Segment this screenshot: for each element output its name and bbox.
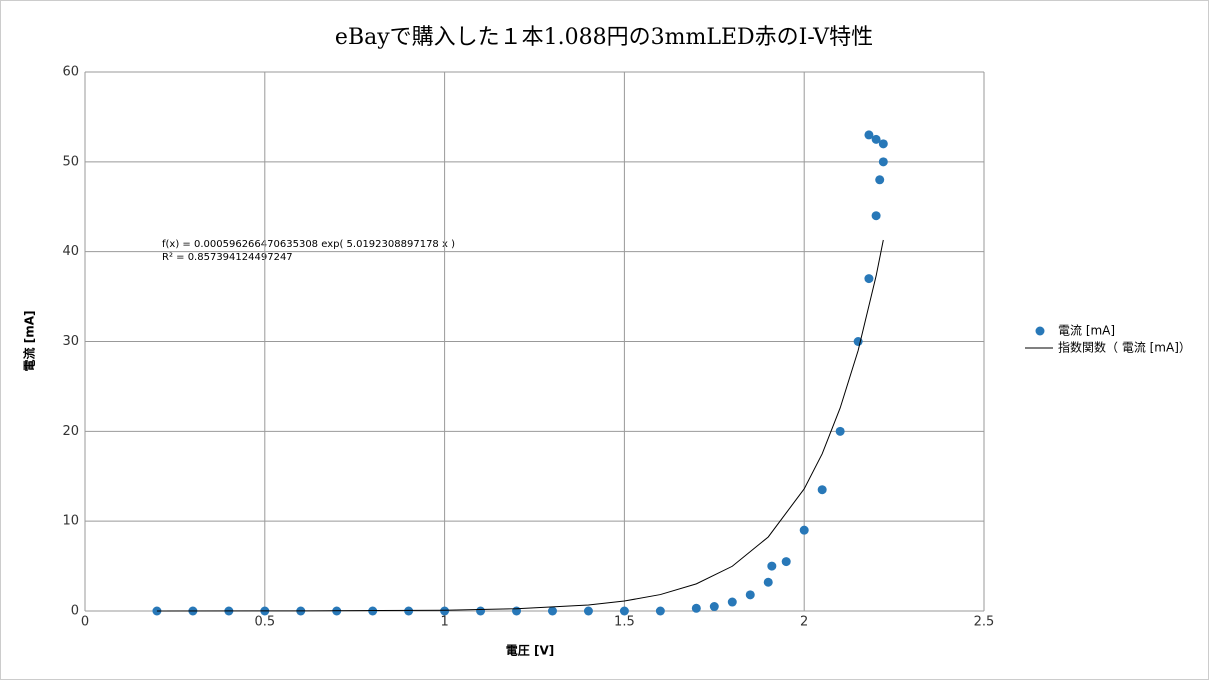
chart-title: eBayで購入した１本1.088円の3mmLED赤のI-V特性 [335,25,873,50]
point [476,606,486,616]
point [745,590,755,600]
x-tick-label: 1 [440,615,448,630]
annotation: R² = 0.857394124497247 [162,252,293,263]
point [583,606,593,616]
point [655,606,665,616]
y-tick-label: 10 [62,514,79,529]
x-tick-label: 0.5 [254,615,275,630]
y-tick-label: 30 [62,334,79,349]
point [864,274,874,284]
point [835,426,845,436]
point [799,525,809,535]
point [767,561,777,571]
point [763,577,773,587]
y-tick-label: 0 [71,604,79,619]
point [619,606,629,616]
y-tick-label: 20 [62,424,79,439]
point [512,606,522,616]
point [404,606,414,616]
y-axis-label: 電流 [mA] [22,311,37,372]
point [871,211,881,221]
x-tick-label: 2 [800,615,808,630]
point [781,557,791,567]
point [709,602,719,612]
point [547,606,557,616]
x-tick-label: 1.5 [614,615,635,630]
x-tick-label: 2.5 [974,615,995,630]
point [871,134,881,144]
point [878,139,888,149]
y-tick-label: 50 [62,154,79,169]
point [691,603,701,613]
legend-label: 電流 [mA] [1058,324,1115,338]
point [875,175,885,185]
point [817,485,827,495]
point [878,157,888,167]
point [152,606,162,616]
legend-marker [1035,326,1045,336]
y-tick-label: 40 [62,244,79,259]
point [727,597,737,607]
point [440,606,450,616]
annotation: f(x) = 0.000596266470635308 exp( 5.01923… [162,239,455,250]
y-tick-label: 60 [62,65,79,80]
legend-label: 指数関数（ 電流 [mA]） [1058,340,1191,355]
x-tick-label: 0 [81,615,89,630]
point [864,130,874,140]
x-axis-label: 電圧 [V] [506,644,554,658]
fit-line [156,239,884,612]
